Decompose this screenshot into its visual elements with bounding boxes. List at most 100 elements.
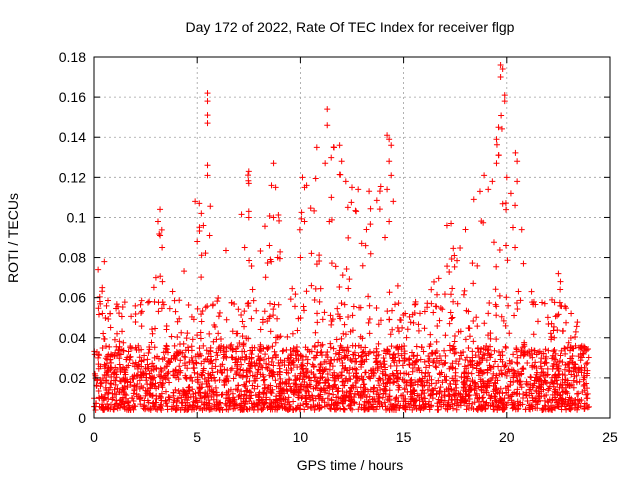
data-point xyxy=(233,371,240,378)
data-point xyxy=(254,406,261,413)
data-point xyxy=(110,377,117,384)
data-point xyxy=(118,313,125,320)
data-point xyxy=(544,314,551,321)
data-point xyxy=(386,218,393,225)
data-point xyxy=(308,250,315,257)
data-point xyxy=(410,387,417,394)
data-point xyxy=(552,389,559,396)
x-tick-label: 5 xyxy=(193,429,201,445)
data-point xyxy=(574,404,581,411)
data-point xyxy=(583,360,590,367)
data-point xyxy=(435,275,442,282)
data-point xyxy=(399,362,406,369)
data-point xyxy=(200,222,207,229)
data-point xyxy=(356,401,363,408)
data-point xyxy=(110,405,117,412)
data-point xyxy=(137,369,144,376)
data-point xyxy=(96,293,103,300)
data-point xyxy=(105,396,112,402)
data-point xyxy=(499,200,506,207)
data-point xyxy=(120,394,127,401)
data-point xyxy=(136,385,143,392)
data-point xyxy=(124,354,131,361)
data-point xyxy=(318,386,325,393)
data-point xyxy=(551,388,558,395)
data-point xyxy=(328,194,335,201)
data-point xyxy=(425,369,432,376)
data-point xyxy=(278,400,285,407)
data-point xyxy=(444,402,451,409)
data-point xyxy=(557,278,564,285)
data-point xyxy=(327,340,334,347)
data-point xyxy=(266,372,273,379)
data-point xyxy=(373,304,380,311)
data-point xyxy=(243,388,250,395)
data-point xyxy=(95,394,102,401)
data-point xyxy=(438,357,445,364)
data-point xyxy=(473,360,480,367)
data-point xyxy=(188,343,195,350)
data-point xyxy=(316,298,323,305)
data-point xyxy=(276,217,283,224)
data-point xyxy=(208,406,215,413)
data-point xyxy=(581,381,588,388)
data-point xyxy=(133,384,140,391)
y-tick-label: 0.1 xyxy=(67,209,87,225)
data-point xyxy=(404,326,411,333)
data-point xyxy=(297,254,304,261)
data-point xyxy=(279,379,286,386)
data-point xyxy=(366,393,373,400)
data-point xyxy=(202,356,209,363)
data-point xyxy=(192,353,199,360)
data-point xyxy=(573,378,580,385)
data-point xyxy=(350,372,357,379)
data-point xyxy=(332,263,339,270)
data-point xyxy=(332,399,339,406)
data-point xyxy=(228,354,235,361)
data-point xyxy=(310,370,317,377)
data-point xyxy=(503,294,510,301)
data-point xyxy=(207,203,214,210)
data-point xyxy=(130,390,137,397)
data-point xyxy=(328,154,335,161)
data-point xyxy=(583,391,590,398)
data-point xyxy=(336,171,343,178)
data-point xyxy=(426,362,433,369)
data-point xyxy=(406,361,413,368)
data-point xyxy=(466,392,473,399)
data-point xyxy=(485,346,492,353)
data-point xyxy=(527,352,534,359)
data-point xyxy=(533,364,540,371)
data-point xyxy=(210,338,217,345)
data-point xyxy=(377,317,384,324)
data-point xyxy=(311,374,318,381)
data-point xyxy=(446,320,453,327)
data-point xyxy=(498,112,505,119)
data-point xyxy=(492,397,499,404)
data-point xyxy=(110,406,117,413)
data-point xyxy=(113,343,120,350)
data-point xyxy=(507,190,514,197)
data-point xyxy=(554,365,561,372)
data-point xyxy=(523,392,530,399)
data-point xyxy=(507,378,514,385)
data-point xyxy=(194,370,201,377)
data-point xyxy=(335,311,342,318)
data-point xyxy=(454,300,461,307)
data-point xyxy=(142,387,149,394)
data-point xyxy=(272,339,279,346)
data-point xyxy=(215,401,222,408)
data-point xyxy=(181,268,188,275)
data-point xyxy=(467,386,474,393)
data-point xyxy=(305,374,312,381)
data-point xyxy=(328,321,335,328)
data-point xyxy=(431,278,438,285)
data-point xyxy=(312,175,319,182)
data-point xyxy=(520,349,527,356)
y-tick-label: 0.02 xyxy=(59,370,86,386)
data-point xyxy=(174,395,181,402)
data-point xyxy=(455,402,462,409)
data-point xyxy=(124,378,131,385)
data-point xyxy=(293,355,300,362)
data-point xyxy=(196,200,203,207)
